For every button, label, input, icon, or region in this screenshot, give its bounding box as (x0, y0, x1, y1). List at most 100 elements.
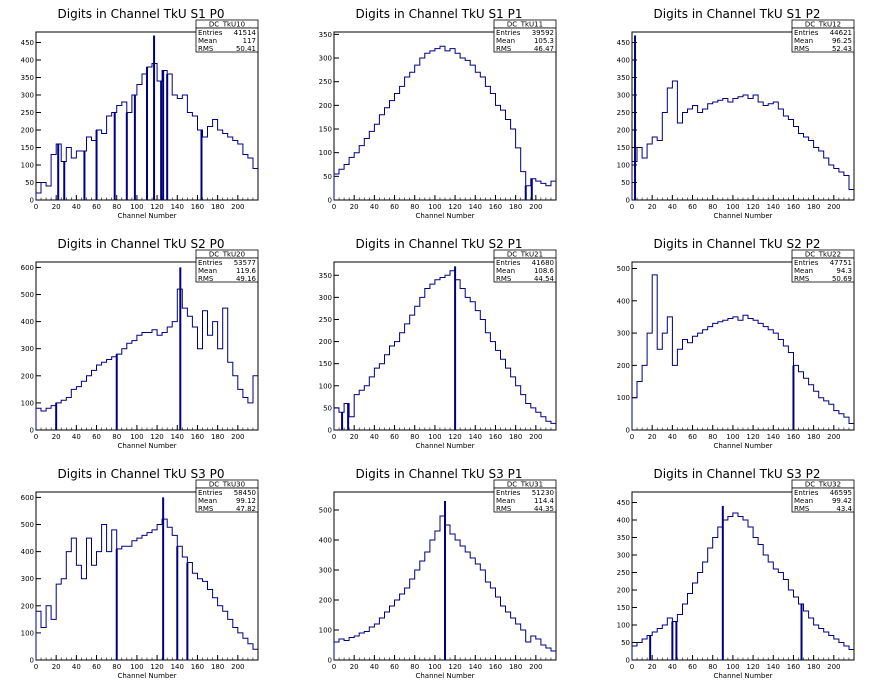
histogram-bin (480, 77, 485, 200)
x-tick-label: 180 (807, 663, 820, 671)
x-tick-label: 20 (648, 663, 657, 671)
histogram-bin (354, 395, 359, 430)
y-tick-label: 100 (617, 162, 630, 170)
stats-entries-value: 47751 (830, 259, 852, 267)
histogram-bin (682, 113, 687, 201)
stats-mean-label: Mean (794, 497, 813, 505)
chart-title: Digits in Channel TkU S1 P2 (654, 7, 821, 21)
x-tick-label: 80 (112, 433, 121, 441)
histogram-series-line (333, 270, 556, 430)
stats-name: DC_TkU30 (209, 481, 245, 489)
histogram-bin (435, 531, 440, 660)
histogram-bin (677, 349, 682, 430)
histogram-bin (738, 97, 743, 200)
histogram-bin (435, 49, 440, 200)
histogram-bin (647, 333, 652, 430)
stats-name: DC_TkU12 (805, 21, 841, 29)
histogram-bin (203, 311, 208, 430)
histogram-bin (783, 580, 788, 661)
histogram-bin (213, 598, 218, 660)
histogram-bin (844, 176, 849, 201)
histogram-bin (682, 604, 687, 660)
y-tick-label: 100 (319, 382, 332, 390)
histogram-bin (425, 289, 430, 430)
histogram-bin (349, 417, 354, 430)
x-tick-label: 80 (112, 663, 121, 671)
histogram-bin (374, 368, 379, 430)
x-tick-label: 120 (746, 203, 759, 211)
histogram-bin (677, 615, 682, 661)
histogram-bin (384, 108, 389, 200)
histogram-bin (228, 619, 233, 660)
histogram-bin (364, 386, 369, 430)
chart-title: Digits in Channel TkU S3 P2 (654, 467, 821, 481)
histogram-bin (137, 85, 142, 201)
histogram-bin (490, 94, 495, 200)
stats-mean-value: 105.3 (534, 37, 554, 45)
histogram-bin (652, 137, 657, 200)
histogram-bin (440, 46, 445, 200)
histogram-bin (511, 129, 516, 200)
histogram-bin (86, 538, 91, 660)
histogram-bin (122, 349, 127, 430)
y-tick-label: 0 (626, 197, 630, 205)
x-axis-label: Channel Number (713, 442, 772, 450)
x-axis-label: Channel Number (713, 672, 772, 680)
y-tick-label: 300 (617, 552, 630, 560)
histogram-bin (703, 562, 708, 660)
histogram-bin (713, 323, 718, 430)
y-tick-label: 0 (30, 197, 34, 205)
histogram-bin (208, 335, 213, 430)
y-tick-label: 200 (617, 587, 630, 595)
y-tick-label: 150 (617, 144, 630, 152)
histogram-bin (41, 411, 46, 430)
histogram-bin (97, 365, 102, 430)
x-tick-label: 100 (428, 203, 441, 211)
histogram-bin (334, 642, 339, 660)
histogram-bin (374, 624, 379, 660)
histogram-bin (819, 629, 824, 661)
histogram-bin (804, 378, 809, 430)
y-tick-label: 200 (21, 127, 34, 135)
histogram-bin (728, 517, 733, 661)
histogram-bin (495, 350, 500, 430)
x-axis-label: Channel Number (415, 442, 474, 450)
stats-entries-label: Entries (794, 489, 819, 497)
histogram-bin (465, 60, 470, 200)
stats-body-box (791, 27, 855, 53)
histogram-bin (778, 340, 783, 430)
histogram-bin (460, 546, 465, 660)
histogram-panel: Digits in Channel TkU S1 P0 0 20 40 60 80 100 1… (0, 0, 298, 230)
plot-frame (631, 31, 855, 201)
histogram-bin (637, 148, 642, 201)
histogram-bin (733, 513, 738, 660)
histogram-bin (799, 372, 804, 430)
x-axis-label: Channel Number (415, 212, 474, 220)
stats-name: DC_TkU32 (805, 481, 841, 489)
histogram-bin (192, 116, 197, 200)
histogram-bin (192, 327, 197, 430)
histogram-bin (51, 155, 56, 201)
histogram-bin (799, 134, 804, 201)
histogram-bin (465, 297, 470, 430)
stats-rms-value: 43.4 (836, 505, 852, 513)
histogram-panel: Digits in Channel TkU S2 P2 0 20 40 60 80 100 1… (596, 230, 894, 460)
x-tick-label: 0 (630, 433, 634, 441)
stats-rms-value: 44.54 (534, 275, 555, 283)
plot-frame (333, 31, 557, 201)
x-tick-label: 180 (509, 433, 522, 441)
histogram-bin (480, 570, 485, 660)
histogram-bin (395, 342, 400, 430)
histogram-bin (430, 284, 435, 430)
y-tick-label: 400 (21, 57, 34, 65)
histogram-bin (506, 612, 511, 660)
histogram-bin (657, 141, 662, 201)
histogram-bin (839, 643, 844, 661)
histogram-series-line (333, 45, 556, 200)
histogram-bin (102, 362, 107, 430)
histogram-bin (728, 102, 733, 200)
stats-mean-label: Mean (198, 497, 217, 505)
